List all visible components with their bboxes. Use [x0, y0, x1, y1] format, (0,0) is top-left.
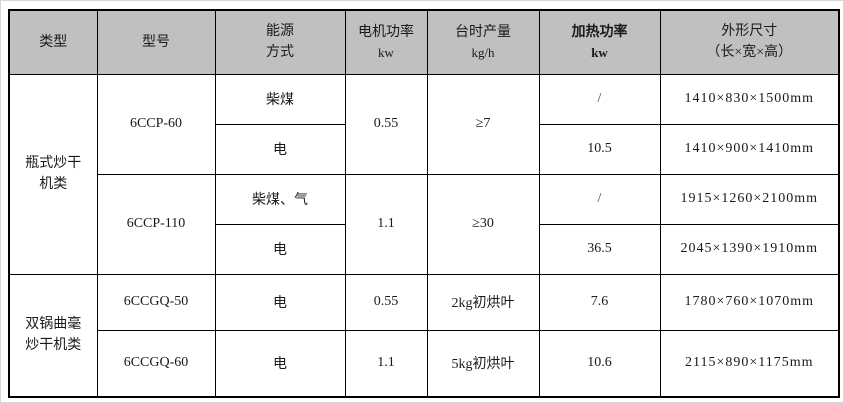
category-label: 双锅曲毫 [25, 317, 82, 333]
header-label: 型号 [142, 34, 170, 50]
header-label: （长×宽×高） [706, 45, 793, 61]
header-label: 类型 [39, 34, 68, 50]
cell-dimensions: 1915×1260×2100mm [659, 173, 840, 225]
cell-model: 6CCGQ-60 [96, 329, 216, 398]
cell-category-bottle: 瓶式炒干 机类 [8, 73, 98, 275]
cell-heating-power: 10.6 [538, 329, 661, 398]
cell-hourly-output: 2kg初烘叶 [426, 273, 540, 331]
cell-motor-power: 1.1 [344, 329, 428, 398]
cell-motor-power: 0.55 [344, 73, 428, 175]
cell-heating-power: 10.5 [538, 123, 661, 175]
table-row: 6CCGQ-60 电 1.1 5kg初烘叶 10.6 2115×890×1175… [9, 329, 840, 398]
cell-motor-power: 1.1 [344, 173, 428, 275]
cell-model: 6CCP-60 [96, 73, 216, 175]
cell-heating-power: 7.6 [538, 273, 661, 331]
cell-energy: 柴煤 [214, 73, 346, 125]
category-label: 机类 [39, 177, 68, 192]
header-unit: kg/h [471, 45, 495, 61]
cell-heating-power: / [538, 173, 661, 225]
cell-energy: 电 [214, 223, 346, 275]
cell-category-double-pot: 双锅曲毫 炒干机类 [8, 273, 98, 398]
col-header-energy: 能源 方式 [214, 9, 346, 75]
table-row: 双锅曲毫 炒干机类 6CCGQ-50 电 0.55 2kg初烘叶 7.6 178… [8, 273, 840, 398]
col-header-type: 类型 [8, 9, 98, 75]
col-header-dimensions: 外形尺寸 （长×宽×高） [659, 9, 840, 75]
machine-spec-table: 类型 型号 能源 方式 电机功率 kw 台时产量 kg/h [8, 9, 840, 398]
cell-dimensions: 1780×760×1070mm [659, 273, 840, 331]
table-row: 6CCP-110 柴煤、气 1.1 ≥30 / 1915×1260×2100mm [9, 173, 840, 275]
cell-energy: 电 [214, 329, 346, 398]
cell-heating-power: / [538, 73, 661, 125]
table-row: 电 36.5 2045×1390×1910mm [9, 223, 840, 275]
col-header-motor-power: 电机功率 kw [344, 9, 428, 75]
table-row: 瓶式炒干 机类 6CCP-60 柴煤 0.55 ≥7 / 1410×830×15… [8, 73, 840, 275]
cell-hourly-output: ≥30 [426, 173, 540, 275]
header-label: 加热功率 [571, 25, 628, 41]
col-header-heating-power: 加热功率 kw [538, 9, 661, 75]
header-label: 电机功率 [358, 25, 414, 41]
cell-energy: 电 [214, 273, 346, 331]
header-row: 类型 型号 能源 方式 电机功率 kw 台时产量 kg/h [8, 9, 840, 75]
header-label: 外形尺寸 [721, 24, 778, 40]
header-label: 能源 [266, 24, 294, 40]
cell-model: 6CCGQ-50 [96, 273, 216, 331]
cell-energy: 柴煤、气 [214, 173, 346, 225]
cell-dimensions: 2045×1390×1910mm [659, 223, 840, 275]
cell-hourly-output: ≥7 [426, 73, 540, 175]
cell-model: 6CCP-110 [96, 173, 216, 275]
category-label: 瓶式炒干 [25, 156, 82, 171]
cell-motor-power: 0.55 [344, 273, 428, 331]
cell-heating-power: 36.5 [538, 223, 661, 275]
cell-energy: 电 [214, 123, 346, 175]
header-unit: kw [591, 45, 608, 61]
category-label: 炒干机类 [25, 338, 82, 354]
table-row: 电 10.5 1410×900×1410mm [9, 123, 840, 175]
cell-hourly-output: 5kg初烘叶 [426, 329, 540, 398]
header-label: 台时产量 [455, 25, 511, 41]
col-header-hourly-output: 台时产量 kg/h [426, 9, 540, 75]
cell-dimensions: 1410×900×1410mm [659, 123, 840, 175]
cell-dimensions: 2115×890×1175mm [659, 329, 840, 398]
col-header-model: 型号 [96, 9, 216, 75]
cell-dimensions: 1410×830×1500mm [659, 73, 840, 125]
header-label: 方式 [266, 45, 294, 61]
header-unit: kw [378, 45, 394, 61]
